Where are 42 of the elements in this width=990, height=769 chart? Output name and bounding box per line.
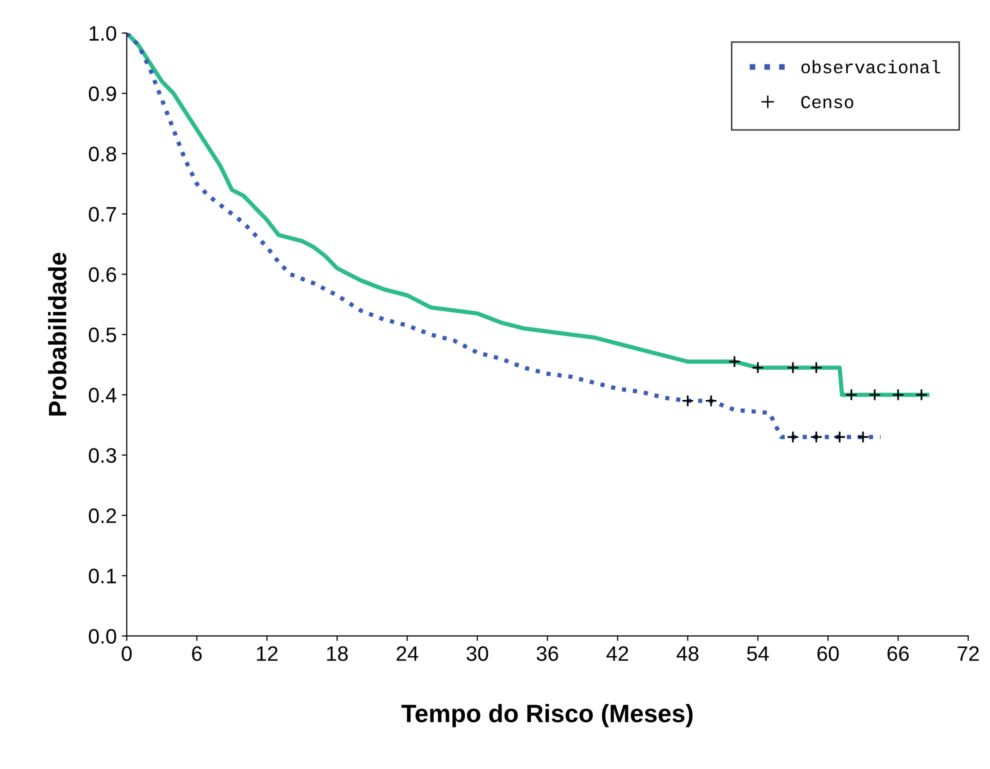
- y-tick-label: 0.7: [88, 206, 116, 222]
- x-axis-title: Tempo do Risco (Meses): [401, 704, 693, 728]
- x-tick-label: 0: [122, 646, 132, 661]
- point: [915, 388, 928, 402]
- point: [786, 430, 800, 444]
- y-tick-label: 0.0: [88, 628, 116, 644]
- point: [752, 361, 764, 374]
- x-tick-label: 48: [676, 646, 698, 661]
- legend-label: Censo: [801, 96, 854, 108]
- point: [856, 430, 870, 444]
- y-tick-label: 0.5: [88, 328, 116, 342]
- x-tick-label: 72: [958, 646, 979, 661]
- point: [833, 430, 846, 444]
- y-tick-label: 0.6: [88, 267, 116, 282]
- x-tick-label: 12: [256, 646, 278, 661]
- x-tick-label: 30: [466, 646, 488, 661]
- x-tick-label: 42: [606, 646, 628, 661]
- y-tick-label: 0.1: [88, 568, 116, 584]
- x-tick-label: 36: [536, 646, 558, 661]
- x-tick-label: 18: [327, 646, 348, 661]
- x-tick-label: 24: [396, 646, 418, 661]
- point: [868, 388, 881, 402]
- legend-label: observacional: [801, 60, 940, 74]
- point: [810, 361, 822, 374]
- point: [728, 355, 741, 368]
- y-axis-title: Probabilidade: [48, 252, 66, 416]
- y-tick-label: 0.8: [88, 146, 116, 162]
- x-tick-label: 60: [817, 646, 839, 661]
- y-tick-label: 0.2: [88, 508, 116, 524]
- point: [704, 394, 718, 408]
- x-tick-label: 54: [747, 646, 769, 661]
- point: [786, 361, 800, 374]
- x-tick-label: 66: [888, 646, 909, 661]
- point: [845, 388, 858, 402]
- point: [810, 430, 822, 444]
- y-tick-label: 0.3: [88, 448, 116, 463]
- x-tick-label: 6: [192, 646, 202, 661]
- y-tick-label: 0.9: [88, 86, 116, 102]
- y-tick-label: 0.4: [88, 388, 116, 403]
- point: [892, 388, 904, 402]
- y-tick-label: 1.0: [90, 26, 116, 41]
- point: [682, 394, 694, 408]
